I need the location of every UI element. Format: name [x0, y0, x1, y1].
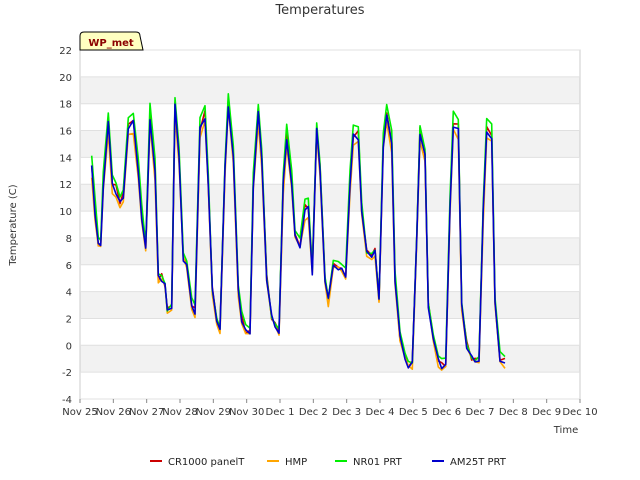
x-tick-label: Dec 9	[532, 407, 561, 418]
x-tick-label: Dec 6	[432, 407, 461, 418]
legend-entry: NR01 PRT	[353, 457, 403, 468]
legend-entry: HMP	[285, 457, 307, 468]
background-band	[80, 345, 580, 373]
x-tick-label: Dec 4	[366, 407, 395, 418]
series-lines	[90, 93, 506, 371]
x-tick-label: Dec 7	[466, 407, 495, 418]
x-tick-label: Dec 10	[562, 407, 597, 418]
x-tick-label: Dec 2	[299, 407, 328, 418]
x-tick-label: Nov 26	[96, 407, 131, 418]
plot-background-bands	[80, 76, 580, 373]
chart-title: Temperatures	[274, 3, 364, 18]
y-tick-label: 20	[59, 73, 72, 84]
x-tick-label: Dec 1	[266, 407, 295, 418]
y-tick-label: 10	[59, 207, 72, 218]
y-tick-label: -4	[62, 395, 72, 406]
y-tick-label: 18	[59, 100, 72, 111]
station-badge: WP_met	[79, 31, 144, 51]
legend: CR1000 panelT HMP NR01 PRT AM25T PRT	[150, 457, 507, 468]
x-tick-label: Nov 25	[62, 407, 97, 418]
background-band	[80, 76, 580, 104]
y-tick-label: 14	[59, 153, 72, 164]
series-line-am25t-prt	[90, 103, 506, 370]
y-tick-label: 2	[66, 314, 72, 325]
x-tick-label: Nov 27	[129, 407, 164, 418]
background-band	[80, 184, 580, 212]
y-axis-ticks: -4 -2 0 2 4 6 8 10 12 14 16 18 20 22	[59, 46, 580, 406]
y-tick-label: 0	[66, 341, 72, 352]
y-tick-label: 22	[59, 46, 72, 57]
x-tick-label: Dec 3	[332, 407, 361, 418]
background-band	[80, 130, 580, 158]
y-tick-label: -2	[62, 368, 72, 379]
x-tick-label: Dec 5	[399, 407, 428, 418]
y-axis-label: Temperature (C)	[8, 184, 19, 266]
y-tick-label: 16	[59, 127, 72, 138]
x-axis-label: Time	[553, 425, 578, 436]
y-tick-label: 6	[66, 261, 72, 272]
legend-entry: CR1000 panelT	[168, 457, 245, 468]
x-tick-label: Nov 29	[196, 407, 231, 418]
background-band	[80, 237, 580, 265]
y-tick-label: 12	[59, 180, 72, 191]
x-tick-label: Nov 28	[162, 407, 197, 418]
x-tick-label: Dec 8	[499, 407, 528, 418]
x-tick-label: Nov 30	[229, 407, 264, 418]
y-tick-label: 8	[66, 234, 72, 245]
legend-entry: AM25T PRT	[450, 457, 507, 468]
station-badge-label: WP_met	[88, 38, 134, 49]
y-tick-label: 4	[66, 288, 72, 299]
